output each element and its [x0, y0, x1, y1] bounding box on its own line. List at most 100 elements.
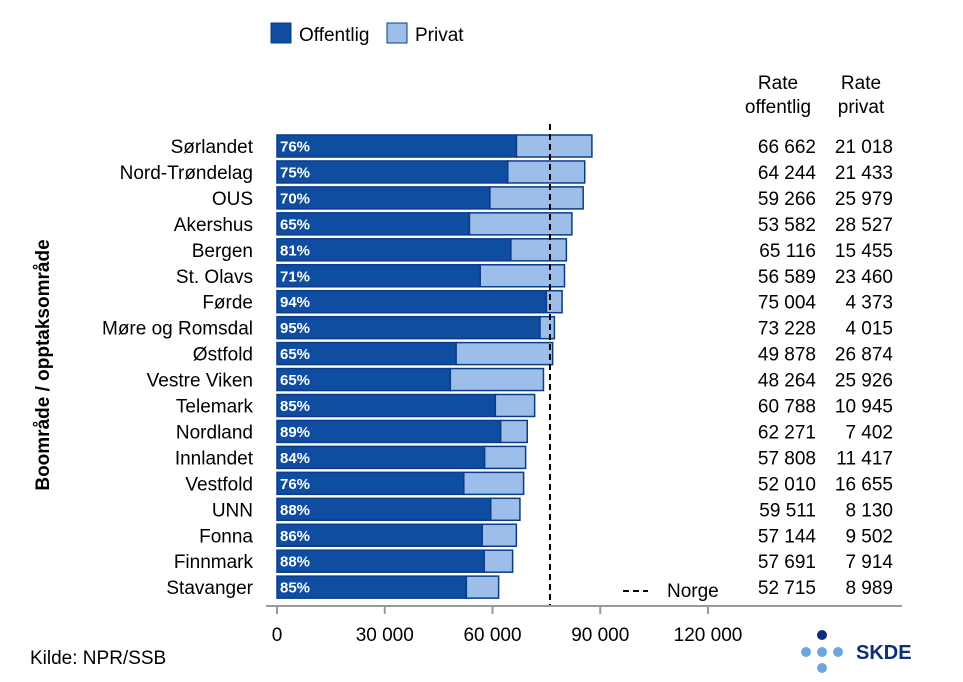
bar-privat — [481, 523, 518, 547]
y-axis-label: Boområde / opptaksområde — [33, 239, 54, 490]
bar-privat — [510, 238, 568, 262]
header-rate-offentlig-line2: offentlig — [745, 97, 811, 118]
rate-privat-value: 10 945 — [835, 397, 893, 418]
category-label: St. Olavs — [176, 267, 253, 288]
share-label: 76% — [280, 139, 310, 156]
bar-privat — [468, 212, 573, 236]
bar-privat — [455, 341, 554, 366]
rate-offentlig-value: 59 266 — [758, 189, 816, 210]
category-label: Akershus — [174, 215, 253, 236]
rate-privat-value: 9 502 — [845, 526, 893, 547]
rate-privat-value: 23 460 — [835, 267, 893, 288]
category-label: Østfold — [193, 345, 253, 366]
bar-privat — [463, 471, 525, 496]
bar-privat — [465, 575, 500, 599]
rate-offentlig-value: 64 244 — [758, 163, 817, 184]
bar-offentlig — [276, 315, 541, 340]
x-tick-label: 30 000 — [356, 625, 414, 646]
rate-privat-value: 7 914 — [845, 552, 893, 573]
logo-dot-top — [817, 630, 827, 640]
rate-offentlig-value: 62 271 — [758, 422, 816, 443]
category-label: UNN — [212, 500, 253, 521]
share-label: 95% — [280, 320, 310, 337]
share-label: 84% — [280, 450, 310, 467]
rate-offentlig-value: 53 582 — [758, 215, 816, 236]
rate-privat-value: 21 433 — [835, 163, 893, 184]
rate-offentlig-value: 49 878 — [758, 345, 816, 366]
rate-privat-value: 26 874 — [835, 345, 894, 366]
category-label: Fonna — [199, 526, 253, 547]
share-label: 71% — [280, 268, 310, 285]
logo-dot-center — [817, 647, 827, 657]
category-label: Møre og Romsdal — [102, 319, 253, 340]
rate-privat-value: 4 373 — [845, 293, 893, 314]
rate-offentlig-value: 52 715 — [758, 578, 816, 599]
x-axis: 0 30 000 60 000 90 000 120 000 — [266, 605, 902, 646]
legend-swatch-offentlig — [270, 22, 292, 44]
share-label: 65% — [280, 346, 310, 363]
share-label: 88% — [280, 502, 310, 519]
rate-privat-value: 4 015 — [845, 319, 893, 340]
share-label: 65% — [280, 372, 310, 389]
category-label: Førde — [202, 293, 253, 314]
rate-offentlig-value: 75 004 — [758, 293, 817, 314]
rate-offentlig-value: 56 589 — [758, 267, 816, 288]
logo-dot-left — [801, 647, 811, 657]
rate-privat-value: 8 989 — [845, 578, 893, 599]
share-label: 89% — [280, 424, 310, 441]
header-rate-offentlig-line1: Rate — [758, 73, 798, 94]
rate-labels: 66 662 21 018 64 244 21 433 59 266 25 979 53 5… — [758, 137, 894, 599]
legend: Offentlig Privat — [270, 22, 464, 46]
legend-swatch-privat — [386, 22, 408, 44]
rate-offentlig-value: 65 116 — [759, 241, 816, 262]
legend-label-offentlig: Offentlig — [299, 25, 369, 46]
category-label: Bergen — [192, 241, 253, 262]
category-label: Nord-Trøndelag — [120, 163, 253, 184]
skde-logo: SKDE — [801, 630, 912, 673]
share-label: 65% — [280, 216, 310, 233]
source-label: Kilde: NPR/SSB — [30, 648, 166, 669]
header-rate-privat-line1: Rate — [841, 73, 881, 94]
category-label: Stavanger — [166, 578, 253, 599]
bar-offentlig — [276, 289, 548, 314]
rate-privat-value: 7 402 — [845, 422, 893, 443]
share-label: 86% — [280, 528, 310, 545]
x-tick-label: 120 000 — [674, 625, 743, 646]
share-label: 85% — [280, 580, 310, 597]
rate-offentlig-value: 48 264 — [758, 371, 817, 392]
rate-offentlig-value: 57 691 — [758, 552, 816, 573]
bar-privat — [494, 393, 536, 418]
category-labels: Sørlandet Nord-Trøndelag OUS Akershus Bergen… — [102, 137, 254, 599]
share-label: 88% — [280, 554, 310, 571]
rate-offentlig-value: 52 010 — [758, 474, 816, 495]
rate-offentlig-value: 57 144 — [758, 526, 817, 547]
share-label: 94% — [280, 294, 310, 311]
bar-offentlig — [276, 419, 502, 444]
bar-privat — [483, 445, 527, 470]
share-label: 75% — [280, 164, 310, 181]
bar-offentlig — [276, 238, 512, 262]
share-label: 81% — [280, 242, 310, 259]
header-rate-privat-line2: privat — [838, 97, 885, 118]
share-label: 76% — [280, 476, 310, 493]
bars — [276, 134, 593, 599]
rate-privat-value: 8 130 — [845, 500, 893, 521]
rate-offentlig-value: 60 788 — [758, 397, 816, 418]
rate-privat-value: 21 018 — [835, 137, 893, 158]
rate-offentlig-value: 57 808 — [758, 448, 816, 469]
bar-privat — [515, 134, 593, 158]
rate-offentlig-value: 73 228 — [758, 319, 816, 340]
reference-line-label: Norge — [667, 581, 719, 602]
share-label: 85% — [280, 398, 310, 415]
column-headers: Rate offentlig Rate privat — [745, 73, 885, 118]
x-tick-label: 90 000 — [571, 625, 629, 646]
category-label: Sørlandet — [171, 137, 254, 158]
rate-offentlig-value: 66 662 — [758, 137, 816, 158]
rate-privat-value: 25 979 — [835, 189, 893, 210]
x-tick-label: 0 — [272, 625, 283, 646]
rate-privat-value: 25 926 — [835, 371, 893, 392]
category-label: Nordland — [176, 422, 253, 443]
logo-text: SKDE — [856, 642, 912, 664]
category-label: Vestre Viken — [147, 371, 253, 392]
rate-offentlig-value: 59 511 — [759, 500, 816, 521]
